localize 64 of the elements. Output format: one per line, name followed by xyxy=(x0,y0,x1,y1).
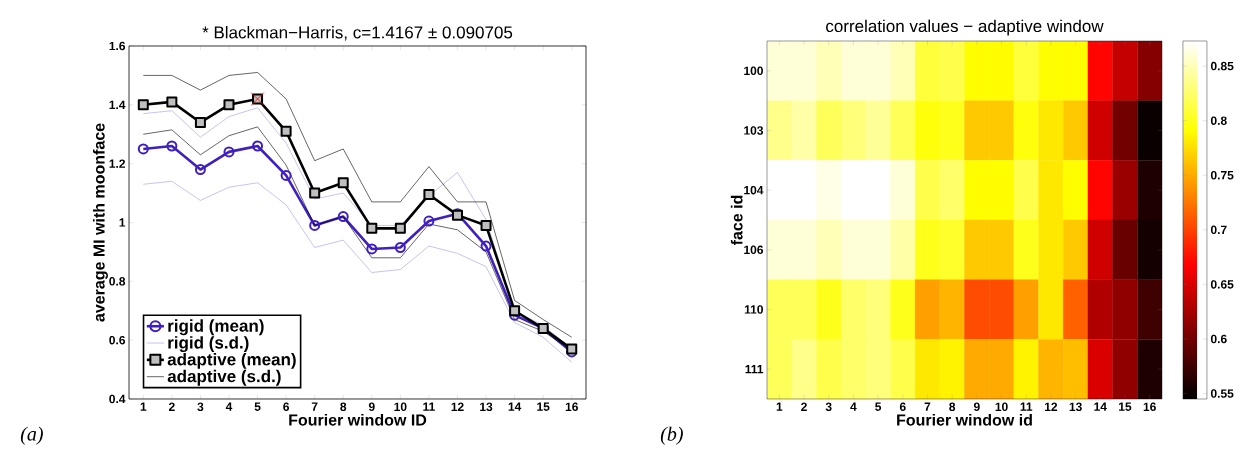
x-tick-label: 3 xyxy=(197,402,204,412)
x-tick-label: 11 xyxy=(1020,402,1033,411)
x-tick-label: 12 xyxy=(451,402,464,411)
x-tick-label: 4 xyxy=(225,402,233,411)
x-tick-label: 16 xyxy=(1143,402,1156,412)
color-bar-label: 0.6 xyxy=(1210,334,1227,344)
x-tick-label: 15 xyxy=(1119,402,1132,411)
x-tick-label: 16 xyxy=(565,402,578,412)
y-tick-label: 103 xyxy=(744,126,764,135)
y-axis-title: face id xyxy=(730,195,743,246)
x-tick-label: 10 xyxy=(995,402,1008,412)
x-tick-label: 8 xyxy=(949,402,956,412)
chart-title: correlation values − adaptive window xyxy=(826,19,1104,36)
color-bar-label: 0.7 xyxy=(1210,225,1227,235)
x-tick-label: 2 xyxy=(168,402,175,411)
y-tick-label: 1.4 xyxy=(109,100,126,109)
x-tick-label: 1 xyxy=(776,402,783,411)
x-tick-label: 6 xyxy=(283,402,290,412)
x-axis-title: Fourier window id xyxy=(897,413,1032,426)
y-tick-label: 110 xyxy=(744,305,763,314)
x-tick-label: 5 xyxy=(875,402,882,411)
x-tick-label: 2 xyxy=(801,402,807,411)
y-axis-title: average MI with moonface xyxy=(92,123,108,322)
x-tick-label: 7 xyxy=(924,402,931,411)
chart-title: * Blackman−Harris, c=1.4167 ± 0.090705 xyxy=(202,25,513,41)
x-tick-label: 1 xyxy=(140,402,147,411)
x-tick-label: 13 xyxy=(480,402,493,412)
legend-label: adaptive (mean) xyxy=(167,352,296,369)
y-tick-label: 1 xyxy=(119,218,126,227)
color-bar-label: 0.55 xyxy=(1210,389,1234,398)
x-axis-title: Fourier window ID xyxy=(289,413,427,426)
x-tick-label: 4 xyxy=(850,402,857,411)
legend-label: rigid (mean) xyxy=(168,319,264,336)
color-bar-label: 0.75 xyxy=(1210,171,1234,180)
y-tick-label: 100 xyxy=(744,66,763,76)
y-tick-label: 106 xyxy=(744,245,764,255)
legend-label: rigid (s.d.) xyxy=(168,336,249,353)
y-tick-label: 1.6 xyxy=(109,41,126,51)
x-tick-label: 6 xyxy=(899,402,906,412)
legend-label: adaptive (s.d.) xyxy=(167,369,281,386)
y-tick-label: 111 xyxy=(745,365,764,374)
y-tick-label: 104 xyxy=(744,185,764,195)
x-tick-label: 7 xyxy=(311,402,318,411)
x-tick-label: 3 xyxy=(825,402,832,412)
x-tick-label: 5 xyxy=(254,402,261,411)
text: (b) xyxy=(660,426,683,445)
x-tick-label: 10 xyxy=(394,402,407,412)
x-tick-label: 14 xyxy=(508,402,522,411)
x-tick-label: 14 xyxy=(1094,402,1107,411)
x-tick-label: 13 xyxy=(1069,402,1082,412)
y-tick-label: 1.2 xyxy=(109,159,126,168)
x-tick-label: 9 xyxy=(368,402,375,412)
x-tick-label: 15 xyxy=(537,402,550,411)
color-bar-label: 0.8 xyxy=(1210,116,1227,125)
y-tick-label: 0.6 xyxy=(109,335,126,345)
y-tick-label: 0.4 xyxy=(109,394,126,404)
y-tick-label: 0.8 xyxy=(109,277,126,286)
text: (a) xyxy=(20,426,43,445)
x-tick-label: 9 xyxy=(973,402,980,412)
color-bar-label: 0.65 xyxy=(1210,280,1234,289)
x-tick-label: 11 xyxy=(423,402,435,411)
x-tick-label: 12 xyxy=(1044,402,1058,411)
x-tick-label: 8 xyxy=(340,402,347,412)
color-bar-label: 0.85 xyxy=(1210,61,1234,71)
